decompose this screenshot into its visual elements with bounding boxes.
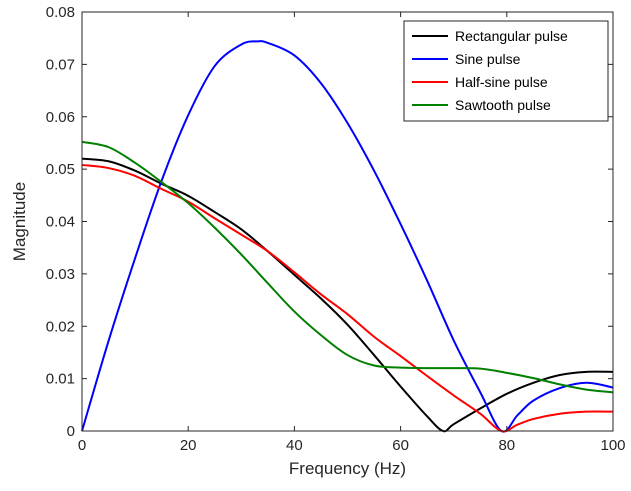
y-tick-label: 0: [67, 423, 75, 440]
legend-entry-label: Rectangular pulse: [455, 28, 568, 44]
legend-entry-label: Sawtooth pulse: [455, 97, 551, 113]
x-tick-label: 0: [78, 437, 86, 454]
legend: Rectangular pulse Sine pulse Half-sine pul…: [403, 20, 609, 122]
legend-entry-label: Sine pulse: [455, 51, 521, 67]
y-tick-label: 0.08: [46, 4, 75, 21]
series-line-half-sine-pulse: [81, 163, 614, 433]
y-axis-label: Magnitude: [10, 182, 29, 261]
legend-entry-label: Half-sine pulse: [455, 74, 548, 90]
y-tick-label: 0.07: [46, 56, 75, 73]
series-line-sine-pulse: [81, 40, 614, 433]
x-tick-label: 100: [600, 437, 625, 454]
y-tick-label: 0.05: [46, 161, 75, 178]
y-tick-label: 0.01: [46, 371, 75, 388]
series-layer: [81, 40, 614, 433]
series-line-sawtooth-pulse: [81, 140, 614, 394]
x-tick-label: 20: [180, 437, 197, 454]
x-tick-label: 40: [286, 437, 303, 454]
y-tick-label: 0.03: [46, 266, 75, 283]
y-tick-label: 0.06: [46, 109, 75, 126]
y-tick-label: 0.02: [46, 318, 75, 335]
series-line-rectangular-pulse: [81, 157, 614, 433]
y-tick-label: 0.04: [46, 214, 75, 231]
x-tick-label: 80: [498, 437, 515, 454]
axes-layer: 0 20 40 60 80 100 0 0.01 0.02 0.03 0.04 0.05 0.06 0.0…: [46, 4, 626, 454]
x-axis-label: Frequency (Hz): [289, 459, 406, 478]
x-tick-label: 60: [392, 437, 409, 454]
